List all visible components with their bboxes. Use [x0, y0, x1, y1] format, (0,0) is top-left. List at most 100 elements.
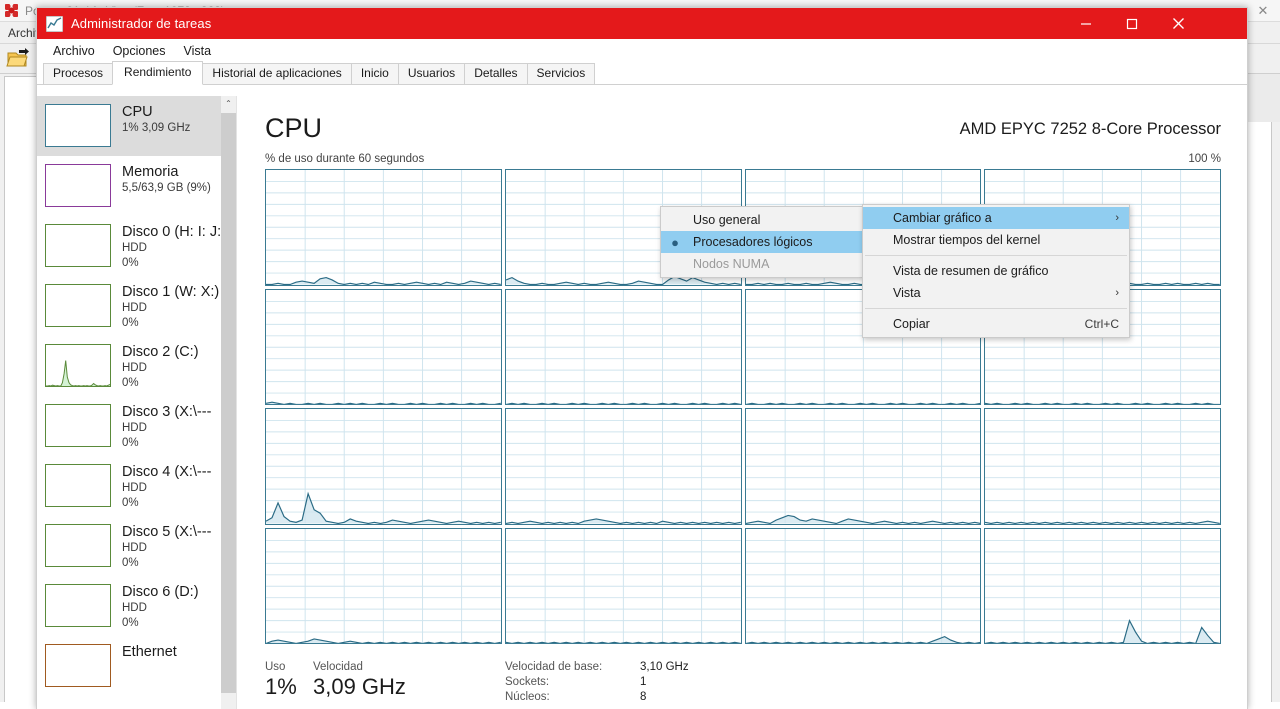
- stat-speed-value: 3,09 GHz: [313, 674, 406, 699]
- change-graph-option-procesadores-l-gicos[interactable]: ● Procesadores lógicos: [661, 231, 862, 253]
- context-menu-item-cambiar-gr-fico-a[interactable]: Cambiar gráfico a ›: [863, 207, 1129, 229]
- context-menu-item-vista-de-resumen-de-gr-fico[interactable]: Vista de resumen de gráfico: [863, 260, 1129, 282]
- menu-item-archivo[interactable]: Archivo: [53, 44, 95, 58]
- sidebar-thumbnail: [45, 524, 111, 567]
- cpu-graph-cp4[interactable]: [265, 288, 502, 405]
- sidebar-thumbnail: [45, 644, 111, 687]
- tab-bar: Procesos Rendimiento Historial de aplica…: [37, 61, 1247, 85]
- sidebar-item-disco-5-x[interactable]: Disco 5 (X:\--- HDD 0%: [37, 516, 222, 576]
- graph-context-menu[interactable]: Cambiar gráfico a › Mostrar tiempos del ke…: [862, 204, 1130, 338]
- sidebar-thumbnail: [45, 224, 111, 267]
- sidebar-list: CPU 1% 3,09 GHz Memoria 5,5/63,9 GB (9%) Dis…: [37, 96, 222, 696]
- sidebar-item-disco-6-d[interactable]: Disco 6 (D:) HDD 0%: [37, 576, 222, 636]
- cpu-detail-key: Velocidad de base:: [505, 661, 603, 673]
- menu-separator: [865, 308, 1127, 309]
- cpu-graph-cp0[interactable]: [265, 169, 502, 286]
- change-graph-to-submenu[interactable]: Uso general ● Procesadores lógicos Nodos NU…: [660, 206, 863, 278]
- tab-historial[interactable]: Historial de aplicaciones: [202, 63, 352, 85]
- sidebar-item-label: Disco 6 (D:): [122, 584, 199, 600]
- resource-sidebar[interactable]: CPU 1% 3,09 GHz Memoria 5,5/63,9 GB (9%) Dis…: [37, 96, 237, 709]
- context-menu-item-copiar[interactable]: Copiar Ctrl+C: [863, 313, 1129, 335]
- sidebar-item-text: Memoria 5,5/63,9 GB (9%): [122, 164, 211, 196]
- cpu-detail-table: Velocidad de base: 3,10 GHz Sockets: 1 Núcle…: [505, 661, 689, 706]
- menu-item-vista[interactable]: Vista: [183, 44, 212, 58]
- cpu-detail-key: Núcleos:: [505, 691, 550, 703]
- cpu-graph-cp11[interactable]: [984, 408, 1221, 525]
- cpu-detail-row: Velocidad de base: 3,10 GHz: [505, 661, 689, 676]
- tab-rendimiento[interactable]: Rendimiento: [112, 61, 204, 85]
- sidebar-item-cpu[interactable]: CPU 1% 3,09 GHz: [37, 96, 222, 156]
- cpu-graph-cp13[interactable]: [504, 527, 742, 644]
- stat-usage-label: Uso: [265, 661, 286, 673]
- cpu-panel: CPU AMD EPYC 7252 8-Core Processor % de …: [237, 96, 1247, 709]
- sidebar-item-text: Disco 4 (X:\--- HDD 0%: [122, 464, 211, 511]
- sidebar-item-disco-2-c[interactable]: Disco 2 (C:) HDD 0%: [37, 336, 222, 396]
- cpu-graph-cp12[interactable]: [265, 527, 502, 644]
- sidebar-item-sub1: HDD: [122, 602, 147, 614]
- chevron-right-icon: ›: [1115, 212, 1119, 224]
- logical-processor-grid[interactable]: [265, 169, 1221, 644]
- sidebar-item-disco-4-x[interactable]: Disco 4 (X:\--- HDD 0%: [37, 456, 222, 516]
- stat-usage: Uso 1%: [265, 661, 297, 701]
- task-manager-window: Administrador de tareas Archivo Opciones…: [36, 7, 1248, 709]
- sidebar-item-label: Disco 1 (W: X:): [122, 284, 220, 300]
- sidebar-item-sub2: 0%: [122, 317, 139, 329]
- sidebar-item-disco-1-w-x[interactable]: Disco 1 (W: X:) HDD 0%: [37, 276, 222, 336]
- scroll-up-icon[interactable]: ⌃: [221, 96, 236, 111]
- cpu-graph-cp10[interactable]: [744, 408, 982, 525]
- tab-servicios[interactable]: Servicios: [526, 63, 596, 85]
- maximize-button[interactable]: [1109, 8, 1155, 39]
- minimize-button[interactable]: [1063, 8, 1109, 39]
- tab-procesos[interactable]: Procesos: [43, 63, 114, 85]
- stat-speed: Velocidad 3,09 GHz: [313, 661, 406, 701]
- sidebar-item-sub2: 0%: [122, 557, 139, 569]
- sidebar-item-text: Disco 2 (C:) HDD 0%: [122, 344, 199, 391]
- cpu-graph-cp8[interactable]: [265, 408, 502, 525]
- menu-item-label: Mostrar tiempos del kernel: [893, 233, 1041, 247]
- tab-usuarios[interactable]: Usuarios: [397, 63, 466, 85]
- cpu-graph-cp5[interactable]: [504, 288, 742, 405]
- cpu-detail-value: 1: [640, 676, 647, 688]
- cpu-graph-cp14[interactable]: [744, 527, 982, 644]
- sidebar-thumbnail: [45, 464, 111, 507]
- cpu-detail-row: Núcleos: 8: [505, 691, 689, 706]
- cpu-graph-cp9[interactable]: [504, 408, 742, 525]
- open-folder-icon[interactable]: [6, 47, 32, 70]
- cpu-graph-cp15[interactable]: [984, 527, 1221, 644]
- change-graph-option-uso-general[interactable]: Uso general: [661, 209, 862, 231]
- sidebar-scrollbar[interactable]: ⌃: [221, 96, 236, 709]
- sidebar-item-sub1: HDD: [122, 302, 147, 314]
- sidebar-item-memoria[interactable]: Memoria 5,5/63,9 GB (9%): [37, 156, 222, 216]
- sidebar-item-disco-3-x[interactable]: Disco 3 (X:\--- HDD 0%: [37, 396, 222, 456]
- sidebar-item-sub1: HDD: [122, 422, 147, 434]
- sidebar-item-sub2: 0%: [122, 377, 139, 389]
- sidebar-item-disco-0-h-i-j[interactable]: Disco 0 (H: I: J: HDD 0%: [37, 216, 222, 276]
- sidebar-thumbnail: [45, 404, 111, 447]
- menu-item-label: Nodos NUMA: [693, 257, 770, 271]
- cpu-detail-value: 3,10 GHz: [640, 661, 689, 673]
- tab-inicio[interactable]: Inicio: [350, 63, 399, 85]
- menu-item-label: Procesadores lógicos: [693, 235, 813, 249]
- task-manager-icon: [46, 15, 63, 32]
- maple-leaf-icon: [4, 3, 20, 19]
- menu-separator: [865, 255, 1127, 256]
- sidebar-item-text: Ethernet: [122, 644, 177, 661]
- sidebar-item-ethernet[interactable]: Ethernet: [37, 636, 222, 696]
- sidebar-item-text: Disco 3 (X:\--- HDD 0%: [122, 404, 211, 451]
- context-menu-item-vista[interactable]: Vista ›: [863, 282, 1129, 304]
- sidebar-item-sub2: 0%: [122, 437, 139, 449]
- tab-detalles[interactable]: Detalles: [464, 63, 528, 85]
- menu-item-shortcut: Ctrl+C: [1084, 317, 1119, 331]
- radio-bullet-icon: ●: [671, 234, 679, 250]
- menu-item-opciones[interactable]: Opciones: [112, 44, 166, 58]
- background-close-icon[interactable]: ✕: [1257, 3, 1269, 18]
- sidebar-item-label: Disco 4 (X:\---: [122, 464, 212, 480]
- sidebar-thumbnail: [45, 164, 111, 207]
- sidebar-item-label: Disco 0 (H: I: J:: [122, 224, 222, 240]
- cpu-detail-row: Sockets: 1: [505, 676, 689, 691]
- close-button[interactable]: [1155, 8, 1201, 39]
- scrollbar-thumb[interactable]: [221, 113, 236, 693]
- context-menu-item-mostrar-tiempos-del-kernel[interactable]: Mostrar tiempos del kernel: [863, 229, 1129, 251]
- sidebar-item-sub1: HDD: [122, 542, 147, 554]
- sidebar-item-label: Disco 2 (C:): [122, 344, 199, 360]
